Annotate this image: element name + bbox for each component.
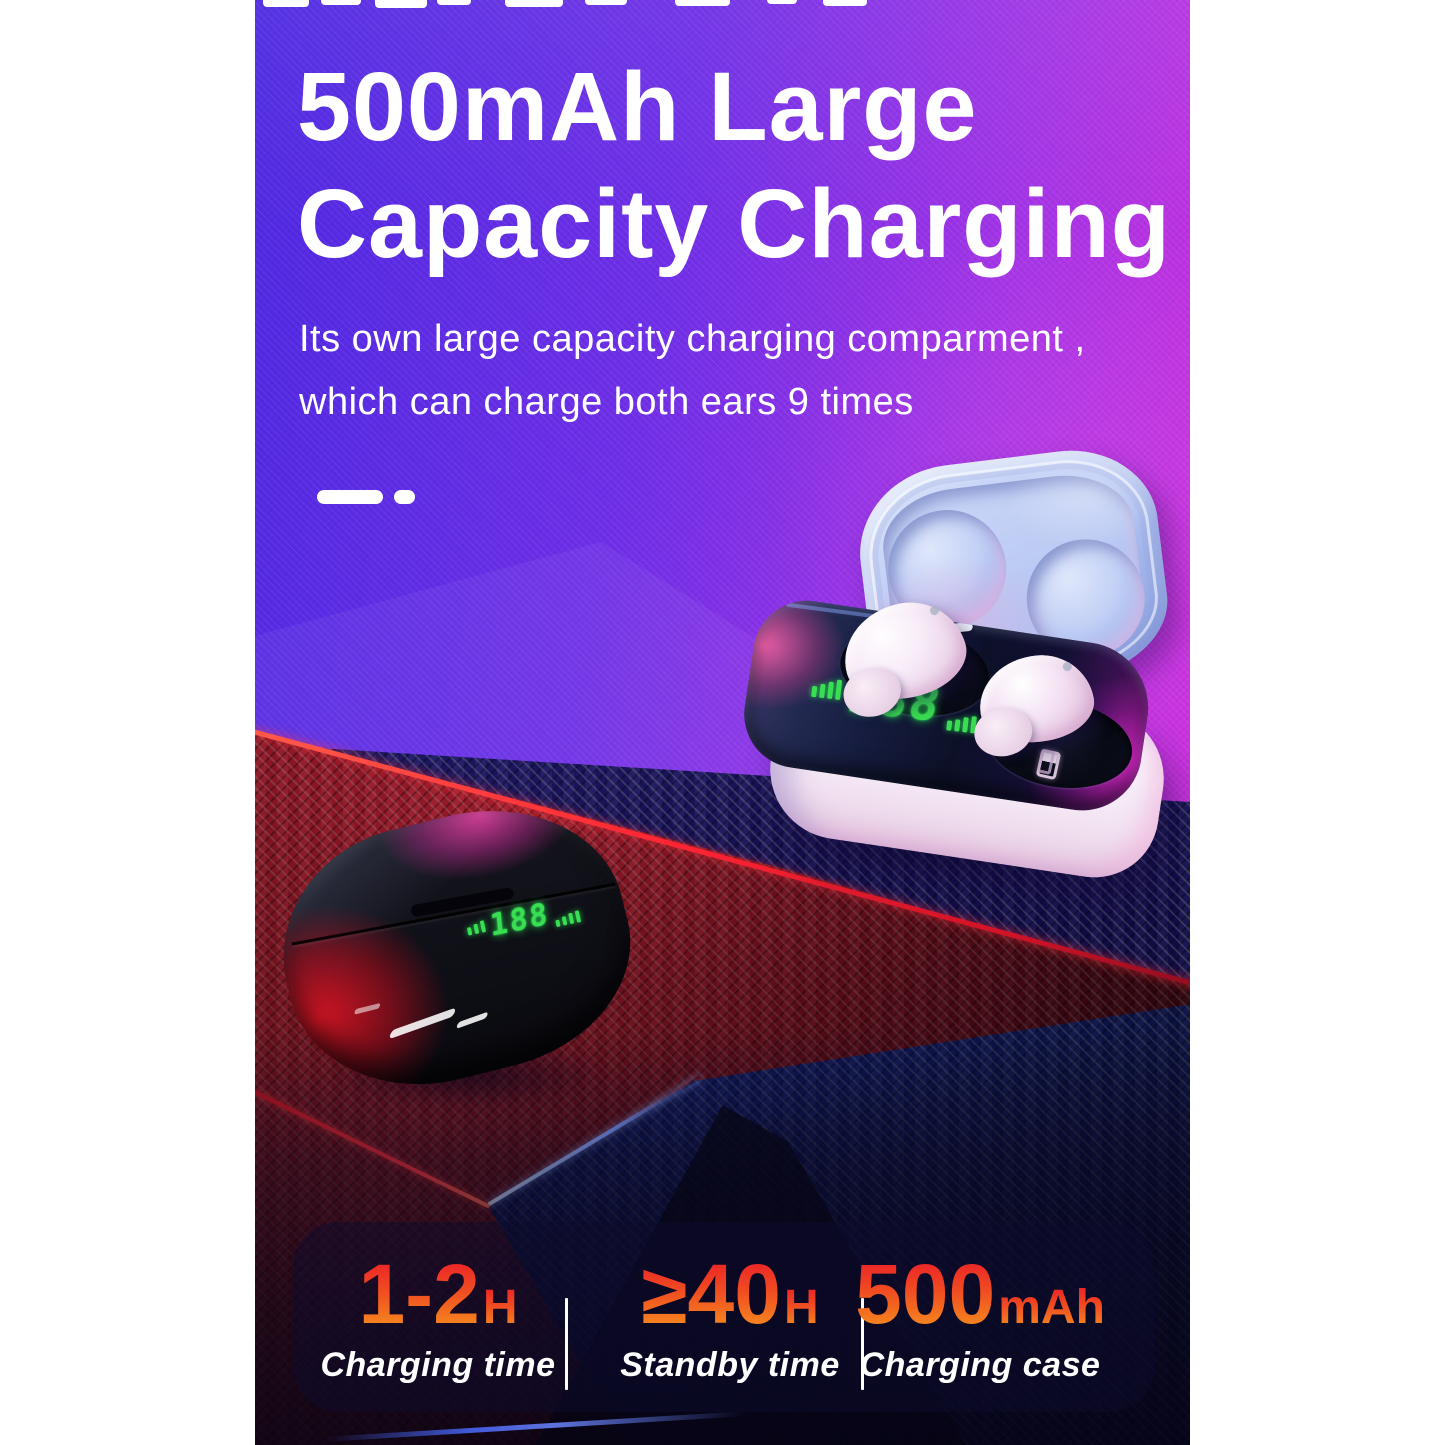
battery-level-bars-icon xyxy=(811,677,843,701)
title-line-2: Capacity Charging xyxy=(297,169,1171,278)
stat-unit: H xyxy=(482,1281,518,1334)
battery-level-bars-icon xyxy=(466,920,487,936)
stat-divider xyxy=(565,1298,568,1390)
earbud-sensor-dot xyxy=(1062,661,1073,672)
stat-divider xyxy=(861,1298,864,1390)
stats-panel xyxy=(293,1222,1155,1412)
banner: 188 188 xyxy=(255,0,1190,1445)
dash-dot xyxy=(394,490,415,504)
stat-number: 500 mAh xyxy=(835,1248,1125,1340)
stat-value: 1-2 xyxy=(358,1247,480,1341)
stat-number: 1-2 H xyxy=(293,1248,583,1340)
dash-bar xyxy=(317,490,383,504)
stat-unit: H xyxy=(783,1281,819,1334)
stat-label: Charging case xyxy=(859,1346,1101,1384)
gloss-reflection xyxy=(353,1003,381,1015)
stat-label: Charging time xyxy=(320,1346,556,1384)
earbud-sensor-dot xyxy=(928,604,941,617)
subtitle: Its own large capacity charging comparme… xyxy=(299,308,1086,434)
stat-value: 500 xyxy=(855,1247,996,1341)
subtitle-line-1: Its own large capacity charging comparme… xyxy=(299,318,1086,360)
stat-label: Standby time xyxy=(620,1346,840,1384)
battery-level-bars-icon xyxy=(554,910,582,928)
title-line-1: 500mAh Large xyxy=(297,52,978,161)
decorative-dash xyxy=(317,490,415,504)
battery-level-bars-icon xyxy=(945,713,977,733)
gloss-reflection xyxy=(388,1007,457,1040)
stat-charging-time: 1-2 H Charging time xyxy=(293,1248,583,1385)
stat-charging-case: 500 mAh Charging case xyxy=(835,1248,1125,1385)
led-battery-value: 188 xyxy=(488,896,551,945)
stat-number: ≥40 H xyxy=(585,1248,875,1340)
page-title: 500mAh Large Capacity Charging xyxy=(297,48,1171,282)
stat-standby-time: ≥40 H Standby time xyxy=(585,1248,875,1385)
stat-value: ≥40 xyxy=(641,1247,781,1341)
subtitle-line-2: which can charge both ears 9 times xyxy=(299,381,914,423)
gloss-reflection xyxy=(455,1011,489,1030)
stat-unit: mAh xyxy=(998,1281,1105,1334)
